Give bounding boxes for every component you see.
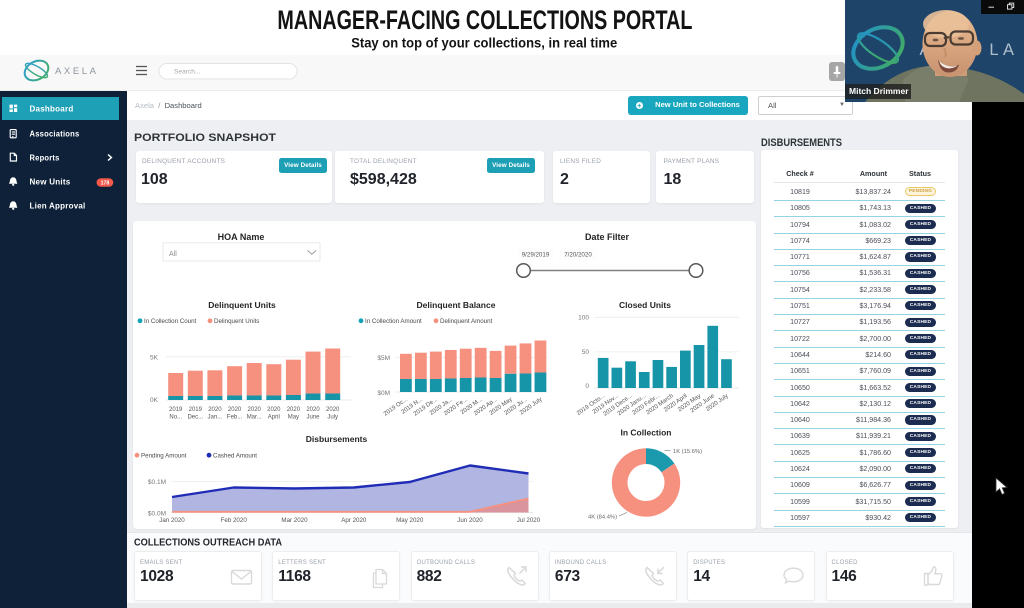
- svg-text:2019: 2019: [189, 407, 203, 413]
- svg-text:July: July: [327, 415, 338, 421]
- svg-text:A: A: [1003, 41, 1014, 59]
- svg-text:0: 0: [585, 383, 589, 390]
- svg-text:$0.1M: $0.1M: [148, 479, 166, 486]
- svg-text:Date Filter: Date Filter: [585, 232, 630, 242]
- svg-text:7/20/2020: 7/20/2020: [564, 252, 592, 259]
- svg-text:Delinquent Amount: Delinquent Amount: [440, 318, 493, 325]
- svg-text:Feb...: Feb...: [227, 415, 243, 421]
- svg-text:Jan 2020: Jan 2020: [159, 517, 185, 524]
- svg-text:2020: 2020: [248, 407, 262, 413]
- svg-text:4K (84.4%): 4K (84.4%): [588, 514, 617, 520]
- svg-text:HOA Name: HOA Name: [218, 232, 265, 242]
- svg-text:1K (15.6%): 1K (15.6%): [673, 449, 702, 455]
- svg-text:In Collection: In Collection: [621, 428, 672, 438]
- svg-text:2020: 2020: [306, 407, 320, 413]
- svg-text:2020: 2020: [287, 407, 301, 413]
- svg-text:Dashboard: Dashboard: [30, 104, 74, 114]
- svg-text:Associations: Associations: [30, 129, 80, 139]
- svg-text:Cashed Amount: Cashed Amount: [213, 453, 257, 460]
- svg-text:$5M: $5M: [377, 355, 390, 362]
- svg-text:5K: 5K: [150, 354, 159, 361]
- svg-text:May 2020: May 2020: [396, 517, 424, 524]
- svg-text:100: 100: [578, 315, 589, 322]
- svg-text:DISBURSEMENTS: DISBURSEMENTS: [761, 137, 842, 149]
- svg-text:Lien Approval: Lien Approval: [30, 201, 86, 211]
- svg-text:2020: 2020: [326, 407, 340, 413]
- svg-text:Stay on top of your collection: Stay on top of your collections, in real…: [351, 35, 617, 51]
- svg-text:Feb 2020: Feb 2020: [221, 517, 248, 524]
- svg-text:Apr 2020: Apr 2020: [341, 517, 367, 524]
- svg-text:2020: 2020: [228, 407, 242, 413]
- svg-text:2019: 2019: [169, 407, 183, 413]
- svg-text:PORTFOLIO SNAPSHOT: PORTFOLIO SNAPSHOT: [134, 132, 276, 144]
- svg-text:May: May: [288, 415, 299, 421]
- svg-text:Search...: Search...: [174, 69, 201, 76]
- svg-text:All: All: [169, 251, 177, 258]
- svg-text:Jan...: Jan...: [208, 415, 223, 421]
- svg-text:2020: 2020: [267, 407, 281, 413]
- svg-text:Pending Amount: Pending Amount: [141, 453, 187, 460]
- svg-text:Jun 2020: Jun 2020: [457, 517, 483, 524]
- svg-text:Delinquent Units: Delinquent Units: [208, 300, 276, 310]
- svg-text:2020: 2020: [208, 407, 222, 413]
- svg-text:Delinquent Units: Delinquent Units: [214, 318, 259, 325]
- svg-text:AXELA: AXELA: [55, 66, 97, 77]
- svg-text:In Collection Amount: In Collection Amount: [365, 318, 422, 325]
- svg-text:In Collection Count: In Collection Count: [144, 318, 197, 325]
- svg-text:April: April: [268, 415, 280, 421]
- svg-text:No...: No...: [169, 415, 182, 421]
- svg-text:178: 178: [101, 180, 110, 186]
- svg-text:9/29/2019: 9/29/2019: [522, 252, 550, 259]
- svg-text:Mar...: Mar...: [247, 415, 262, 421]
- svg-text:June: June: [306, 415, 320, 421]
- svg-text:Mar 2020: Mar 2020: [281, 517, 308, 524]
- svg-text:$0M: $0M: [377, 390, 390, 397]
- svg-text:COLLECTIONS OUTREACH DATA: COLLECTIONS OUTREACH DATA: [134, 538, 282, 549]
- svg-text:L: L: [989, 41, 998, 59]
- svg-text:50: 50: [582, 349, 590, 356]
- svg-text:MANAGER-FACING COLLECTIONS POR: MANAGER-FACING COLLECTIONS PORTAL: [277, 5, 692, 35]
- svg-text:$0.0M: $0.0M: [148, 510, 166, 517]
- svg-text:0K: 0K: [150, 397, 159, 404]
- svg-text:Closed Units: Closed Units: [619, 300, 671, 310]
- svg-text:Reports: Reports: [30, 153, 60, 163]
- svg-text:Disbursements: Disbursements: [306, 434, 368, 444]
- svg-text:Delinquent Balance: Delinquent Balance: [417, 300, 496, 310]
- svg-text:Dec...: Dec...: [187, 415, 203, 421]
- svg-text:New Units: New Units: [30, 177, 71, 187]
- svg-text:Jul 2020: Jul 2020: [517, 517, 541, 524]
